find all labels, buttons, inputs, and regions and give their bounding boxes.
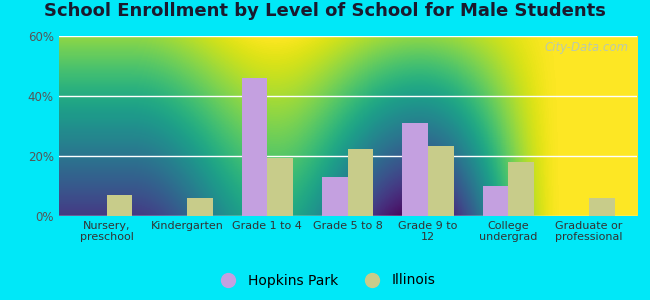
Bar <box>483 186 508 216</box>
Bar <box>402 123 428 216</box>
Bar <box>428 146 454 216</box>
Bar <box>242 78 267 216</box>
Bar <box>107 195 133 216</box>
Text: City-Data.com: City-Data.com <box>544 41 629 54</box>
Bar <box>508 162 534 216</box>
Text: School Enrollment by Level of School for Male Students: School Enrollment by Level of School for… <box>44 2 606 20</box>
Bar <box>187 198 213 216</box>
Bar <box>322 177 348 216</box>
Bar <box>589 198 614 216</box>
Legend: Hopkins Park, Illinois: Hopkins Park, Illinois <box>209 268 441 293</box>
Bar <box>348 148 374 216</box>
Bar <box>267 158 293 216</box>
